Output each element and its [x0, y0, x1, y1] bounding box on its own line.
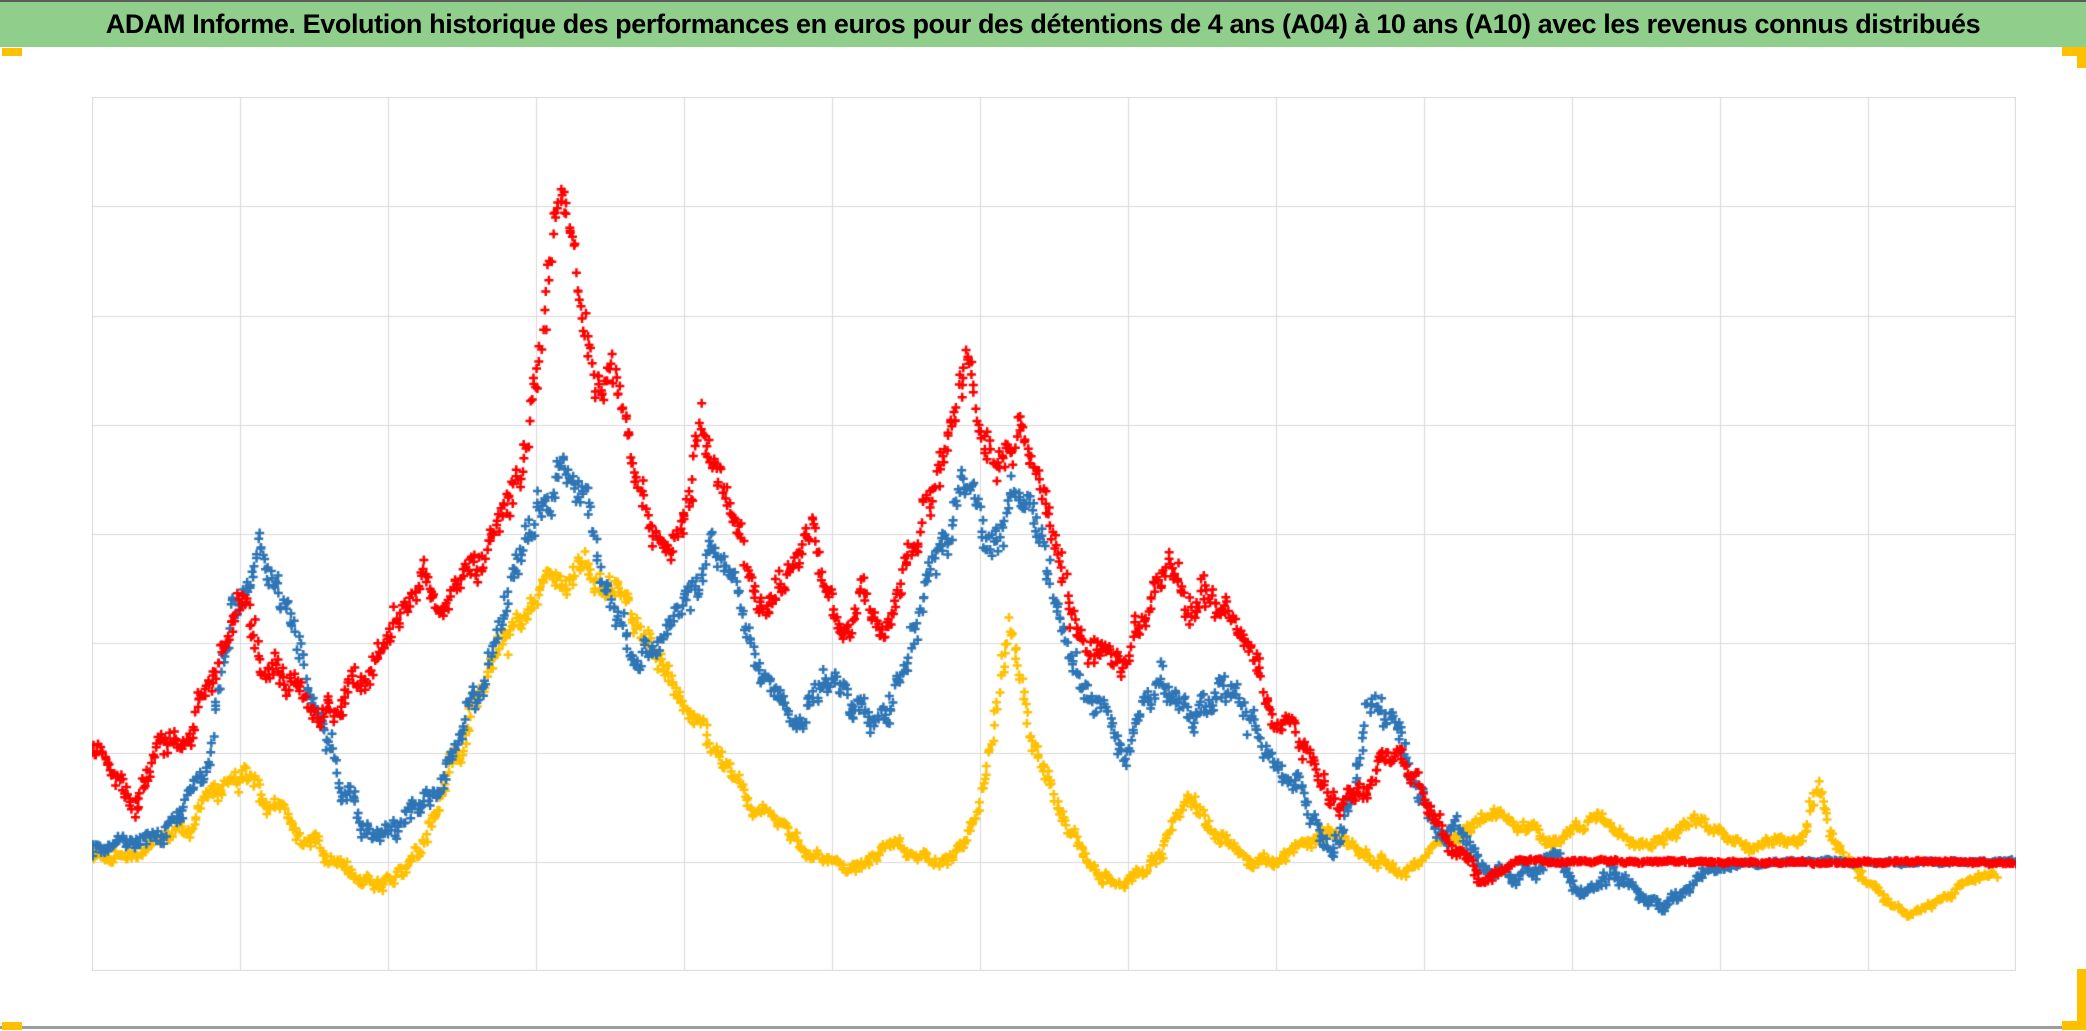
selection-corner-top-left [2, 48, 22, 56]
selection-corner-top-right-vertical [2077, 47, 2086, 68]
selection-corner-top-right-horizontal [2062, 47, 2086, 56]
performance-scatter-canvas[interactable] [92, 97, 2016, 971]
selection-corner-bottom-left [2, 1022, 22, 1030]
chart-area[interactable] [92, 97, 2016, 971]
selection-corner-bottom-right-horizontal [2062, 1021, 2086, 1030]
selection-corner-bottom-right-vertical [2077, 969, 2086, 1030]
bottom-rule [0, 1026, 2086, 1029]
page-title: ADAM Informe. Evolution historique des p… [105, 9, 1981, 39]
title-banner: ADAM Informe. Evolution historique des p… [0, 0, 2086, 47]
